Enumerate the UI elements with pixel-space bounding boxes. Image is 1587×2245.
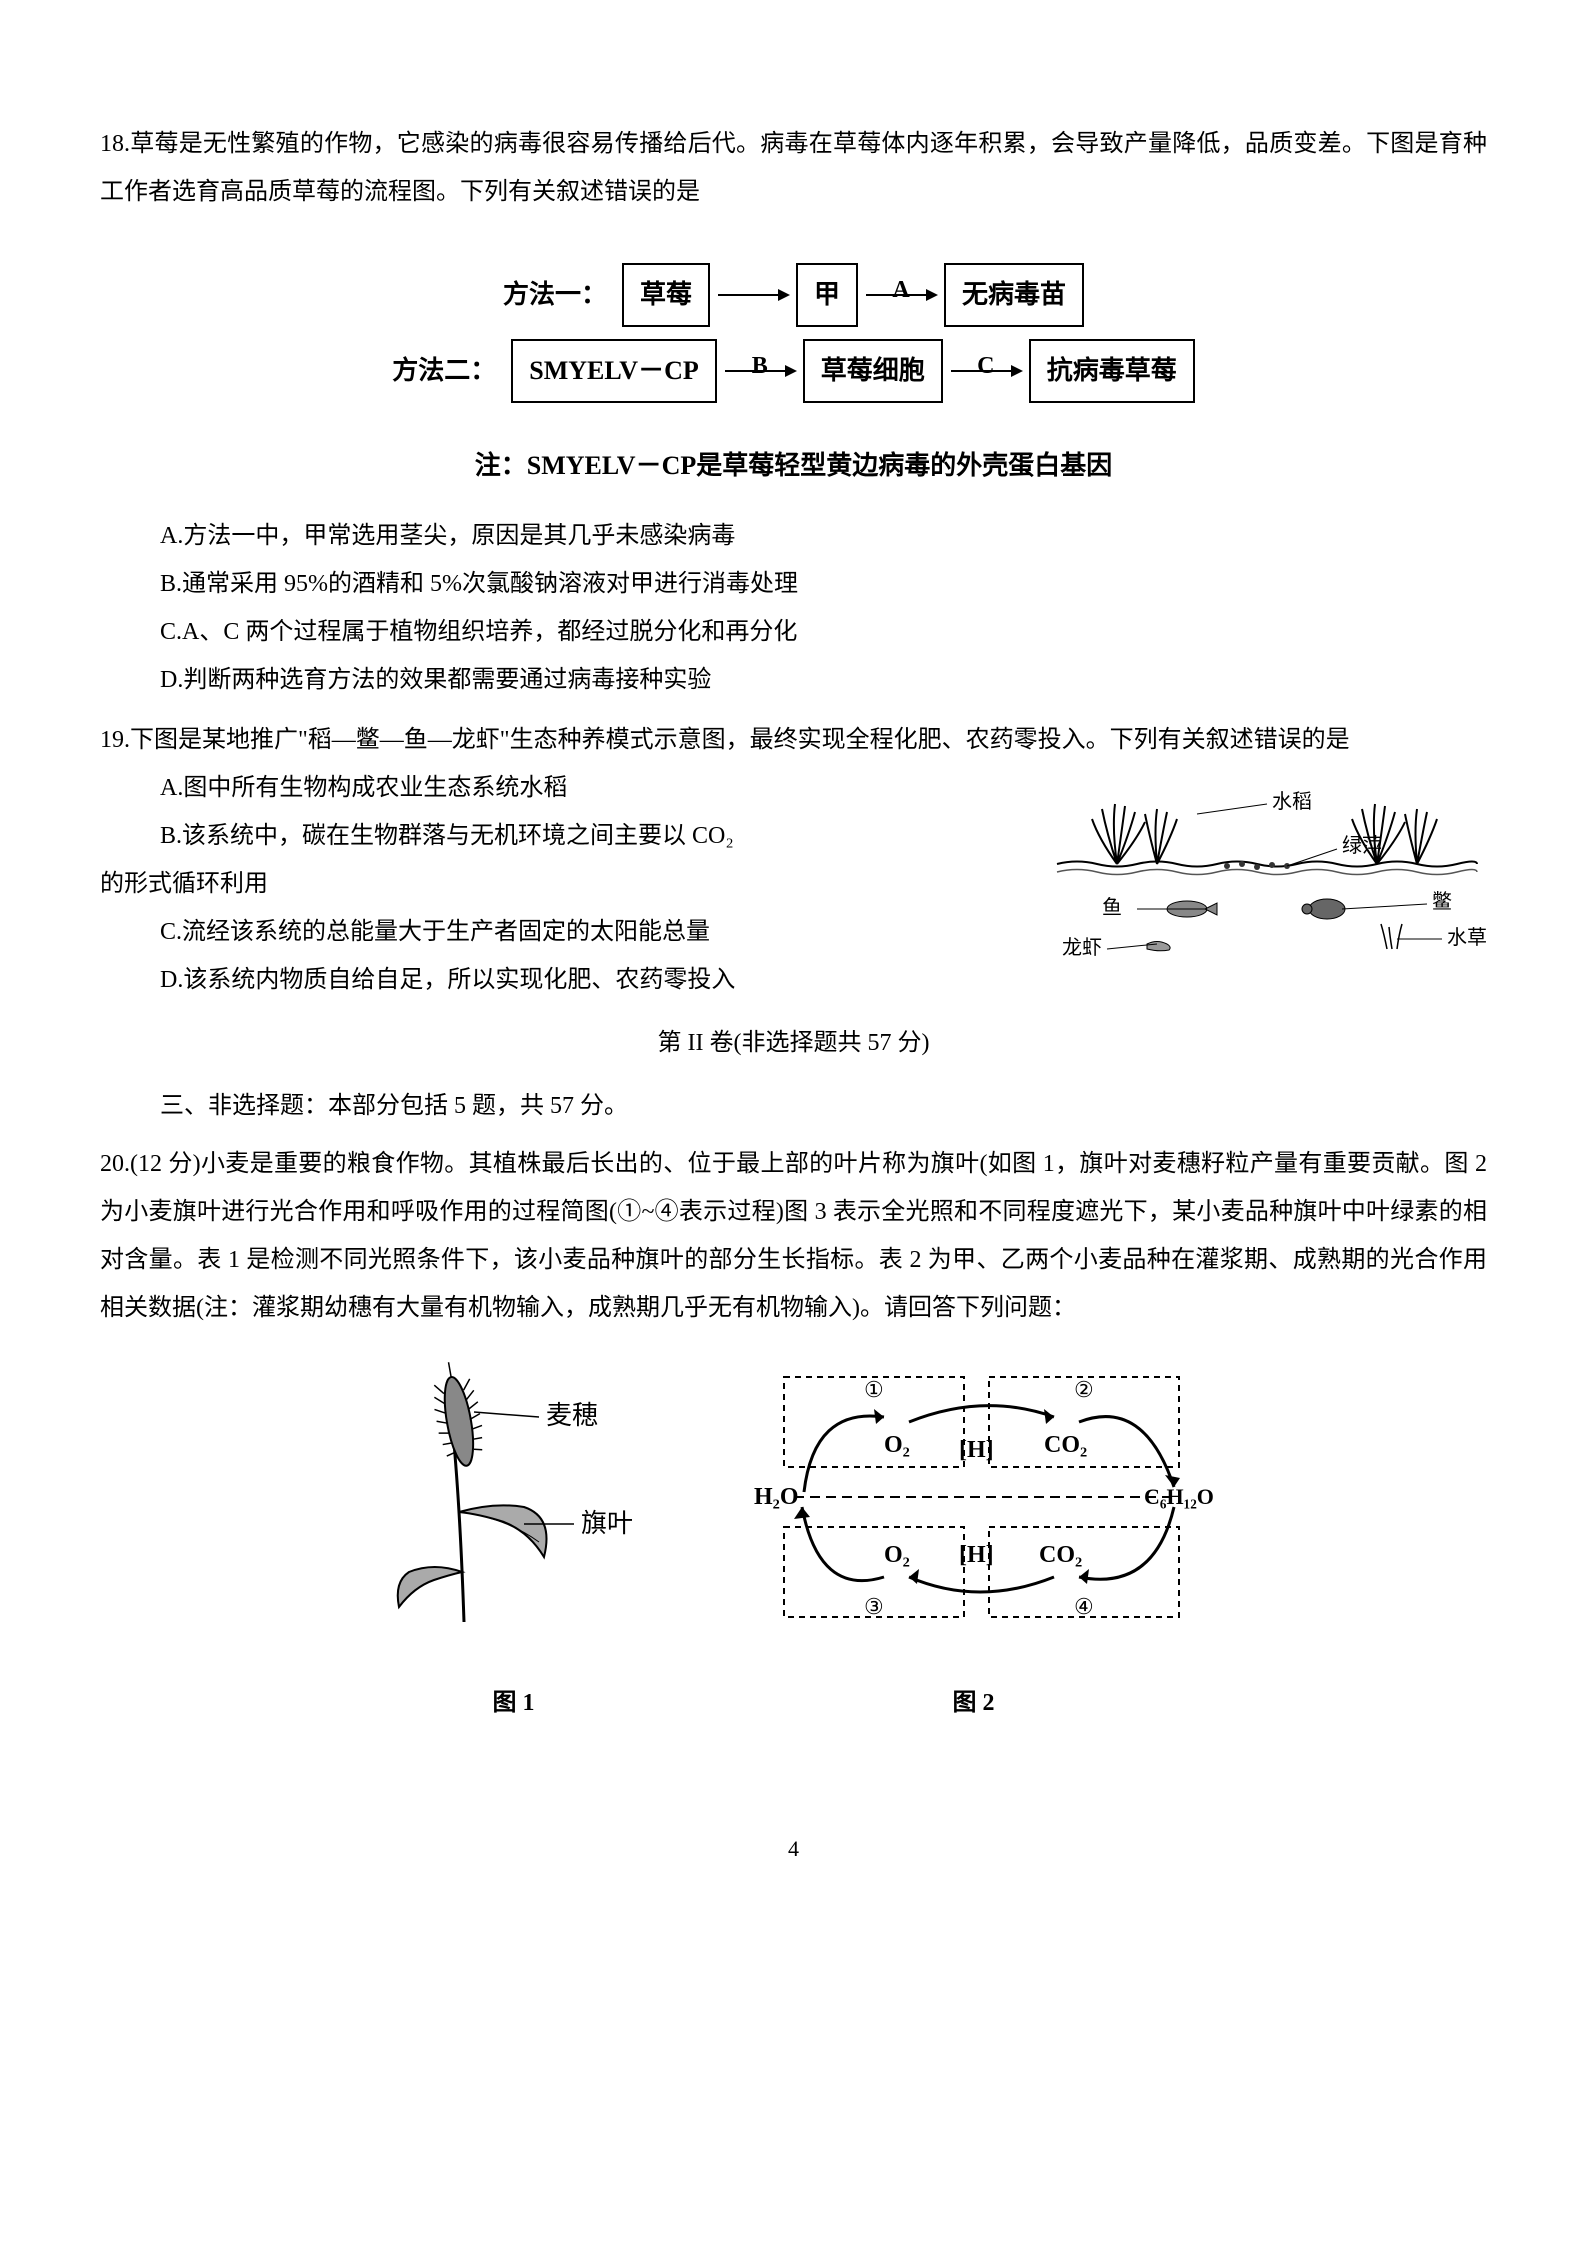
q18-option-c: C.A、C 两个过程属于植物组织培养，都经过脱分化和再分化 <box>160 608 1487 656</box>
fig2-h2o: H₂O <box>754 1484 799 1510</box>
fig1-caption: 图 1 <box>374 1679 654 1727</box>
eco-diagram: 水稻 绿萍 鱼 鳖 龙虾 水草 <box>1047 774 1487 991</box>
q19-content-area: 水稻 绿萍 鱼 鳖 龙虾 水草 A.图中所有生物构成农业生态系统水稻 B.该系统… <box>100 764 1487 1004</box>
fig2-glucose: C₆H₁₂O₆ <box>1144 1484 1214 1509</box>
flow1-arrow1 <box>718 294 788 296</box>
fig2-h-top: [H] <box>959 1437 994 1463</box>
flow2-label: 方法二： <box>392 345 496 397</box>
fig2-caption: 图 2 <box>734 1679 1214 1727</box>
fig1-label-ear: 麦穂 <box>546 1401 598 1430</box>
eco-label-turtle: 鳖 <box>1432 890 1452 913</box>
flow1-label: 方法一： <box>503 269 607 321</box>
flow-diagram-inner: 方法一： 草莓 甲 A 无病毒苗 方法二： SMYELV－CP B <box>392 251 1195 415</box>
flow1-box2: 甲 <box>796 263 858 327</box>
flow-row-1: 方法一： 草莓 甲 A 无病毒苗 <box>392 263 1195 327</box>
eco-label-rice: 水稻 <box>1272 790 1312 813</box>
question-20: 20.(12 分)小麦是重要的粮食作物。其植株最后长出的、位于最上部的叶片称为旗… <box>100 1140 1487 1727</box>
arrow-line-icon <box>866 294 936 296</box>
flow1-box1: 草莓 <box>622 263 710 327</box>
eco-label-duckweed: 绿萍 <box>1342 834 1382 857</box>
figure-2: H₂O O₂ [H] CO₂ C₆H₁₂O₆ O₂ [H] CO₂ ① ② ③ … <box>734 1362 1214 1727</box>
q19-text: 19.下图是某地推广"稻—鳖—鱼—龙虾"生态种养模式示意图，最终实现全程化肥、农… <box>100 716 1487 764</box>
flow2-arrow2-label: C <box>977 342 994 390</box>
flow2-box1: SMYELV－CP <box>511 339 717 403</box>
flow2-arrow1-label: B <box>752 342 768 390</box>
fig1-label-leaf: 旗叶 <box>581 1509 633 1538</box>
flow-note: 注：SMYELV－CP是草莓轻型黄边病毒的外壳蛋白基因 <box>100 440 1487 492</box>
q20-body: 小麦是重要的粮食作物。其植株最后长出的、位于最上部的叶片称为旗叶(如图 1，旗叶… <box>100 1151 1487 1321</box>
fig2-o2-top: O₂ <box>884 1432 910 1458</box>
q18-option-a: A.方法一中，甲常选用茎尖，原因是其几乎未感染病毒 <box>160 512 1487 560</box>
q18-option-b: B.通常采用 95%的酒精和 5%次氯酸钠溶液对甲进行消毒处理 <box>160 560 1487 608</box>
fig2-p1: ① <box>864 1377 884 1402</box>
fig1-svg-icon: 麦穂 旗叶 <box>374 1362 654 1652</box>
fig2-p4: ④ <box>1074 1594 1094 1619</box>
section2-subtitle: 三、非选择题：本部分包括 5 题，共 57 分。 <box>100 1082 1487 1130</box>
q20-text: 20.(12 分)小麦是重要的粮食作物。其植株最后长出的、位于最上部的叶片称为旗… <box>100 1140 1487 1332</box>
question-19: 19.下图是某地推广"稻—鳖—鱼—龙虾"生态种养模式示意图，最终实现全程化肥、农… <box>100 716 1487 1004</box>
flow2-arrow2: C <box>951 370 1021 372</box>
eco-label-fish: 鱼 <box>1102 896 1122 919</box>
flow-row-2: 方法二： SMYELV－CP B 草莓细胞 C 抗病毒草莓 <box>392 339 1195 403</box>
fig2-p3: ③ <box>864 1594 884 1619</box>
flow2-box2: 草莓细胞 <box>803 339 943 403</box>
section2-title: 第 II 卷(非选择题共 57 分) <box>100 1019 1487 1067</box>
q19-body: 下图是某地推广"稻—鳖—鱼—龙虾"生态种养模式示意图，最终实现全程化肥、农药零投… <box>130 727 1350 753</box>
fig2-o2-bot: O₂ <box>884 1542 910 1568</box>
q20-number: 20. <box>100 1151 130 1177</box>
eco-svg-icon: 水稻 绿萍 鱼 鳖 龙虾 水草 <box>1047 774 1487 974</box>
q18-body: 草莓是无性繁殖的作物，它感染的病毒很容易传播给后代。病毒在草莓体内逐年积累，会导… <box>100 131 1487 205</box>
figure-1: 麦穂 旗叶 图 1 <box>374 1362 654 1727</box>
flow1-arrow2: A <box>866 294 936 296</box>
q18-options: A.方法一中，甲常选用茎尖，原因是其几乎未感染病毒 B.通常采用 95%的酒精和… <box>100 512 1487 704</box>
fig2-p2: ② <box>1074 1377 1094 1402</box>
q18-flow-diagram: 方法一： 草莓 甲 A 无病毒苗 方法二： SMYELV－CP B <box>100 236 1487 492</box>
q19-number: 19. <box>100 727 130 753</box>
q18-text: 18.草莓是无性繁殖的作物，它感染的病毒很容易传播给后代。病毒在草莓体内逐年积累… <box>100 120 1487 216</box>
eco-label-grass: 水草 <box>1447 926 1487 949</box>
arrow-line-icon <box>718 294 788 296</box>
fig2-co2-bot: CO₂ <box>1039 1542 1082 1568</box>
flow2-box3: 抗病毒草莓 <box>1029 339 1195 403</box>
q20-points: (12 分) <box>130 1151 201 1177</box>
flow1-box3: 无病毒苗 <box>944 263 1084 327</box>
eco-label-shrimp: 龙虾 <box>1062 936 1102 959</box>
fig2-co2-top: CO₂ <box>1044 1432 1087 1458</box>
q18-option-d: D.判断两种选育方法的效果都需要通过病毒接种实验 <box>160 656 1487 704</box>
arrow-line-icon <box>951 370 1021 372</box>
flow2-arrow1: B <box>725 370 795 372</box>
fig2-svg-icon: H₂O O₂ [H] CO₂ C₆H₁₂O₆ O₂ [H] CO₂ ① ② ③ … <box>734 1362 1214 1652</box>
arrow-line-icon <box>725 370 795 372</box>
flow1-arrow2-label: A <box>892 266 909 314</box>
page-number: 4 <box>100 1827 1487 1871</box>
question-18: 18.草莓是无性繁殖的作物，它感染的病毒很容易传播给后代。病毒在草莓体内逐年积累… <box>100 120 1487 704</box>
q18-number: 18. <box>100 131 130 157</box>
fig2-h-bot: [H] <box>959 1542 994 1568</box>
q20-figures: 麦穂 旗叶 图 1 <box>100 1362 1487 1727</box>
